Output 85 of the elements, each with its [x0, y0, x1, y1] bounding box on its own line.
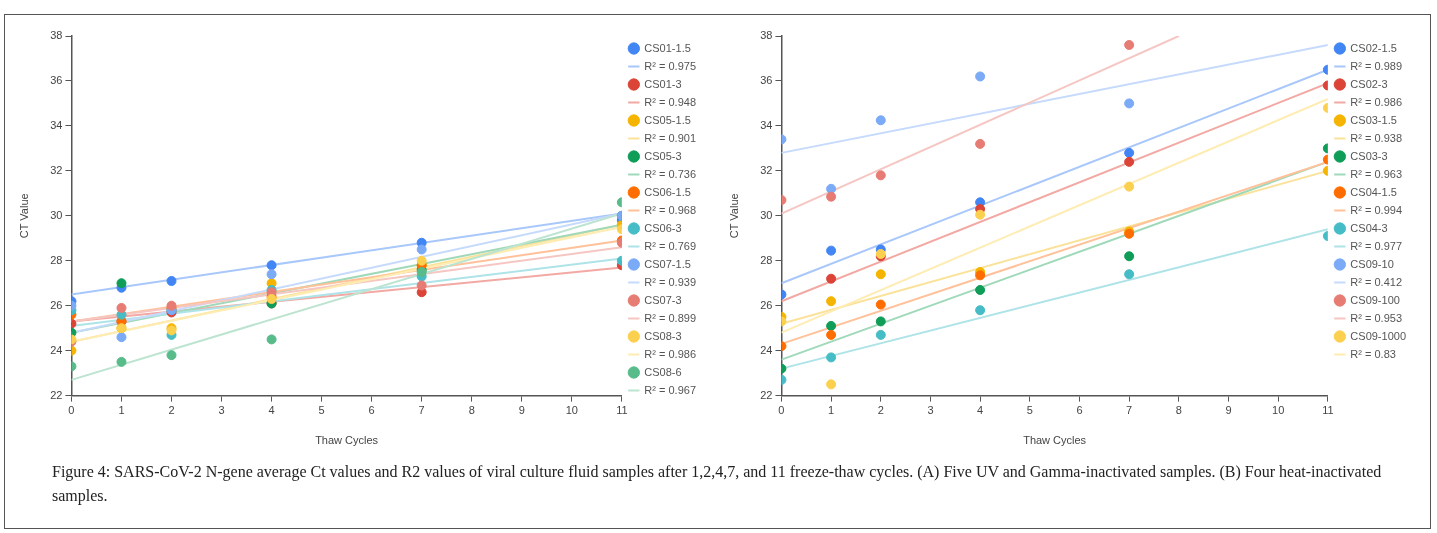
legend-label: R² = 0.977	[1350, 239, 1403, 252]
y-tick-label: 34	[760, 118, 773, 131]
y-tick-label: 32	[760, 163, 773, 176]
y-tick-label: 28	[50, 253, 63, 266]
y-tick-label: 36	[50, 73, 63, 86]
x-tick-label: 1	[828, 404, 835, 417]
x-tick-label: 0	[778, 404, 785, 417]
legend-label: R² = 0.412	[1350, 275, 1403, 288]
legend-label: CS06-1.5	[644, 185, 691, 198]
y-tick-label: 26	[760, 298, 773, 311]
y-tick-label: 22	[50, 388, 63, 401]
x-tick-label: 7	[1126, 404, 1133, 417]
legend-label: R² = 0.967	[644, 383, 696, 396]
legend-label: R² = 0.901	[644, 131, 696, 144]
legend-label: CS01-3	[644, 77, 682, 90]
legend-label: R² = 0.948	[644, 95, 696, 108]
y-tick-label: 24	[50, 343, 63, 356]
x-tick-label: 1	[118, 404, 125, 417]
legend-label: CS04-3	[1350, 221, 1388, 234]
x-tick-label: 6	[368, 404, 375, 417]
y-axis-title: CT Value	[17, 193, 30, 239]
x-tick-label: 10	[1272, 404, 1285, 417]
legend-label: R² = 0.975	[644, 59, 696, 72]
legend-label: R² = 0.953	[1350, 311, 1403, 324]
legend-label: CS02-1.5	[1350, 41, 1397, 54]
legend-label: R² = 0.939	[644, 275, 696, 288]
x-axis-title: Thaw Cycles	[1023, 434, 1087, 447]
legend-label: R² = 0.938	[1350, 131, 1403, 144]
legend-label: R² = 0.769	[644, 239, 696, 252]
legend-label: R² = 0.986	[1350, 95, 1403, 108]
x-tick-label: 11	[1322, 404, 1334, 417]
x-tick-label: 10	[565, 404, 578, 417]
legend-label: CS02-3	[1350, 77, 1388, 90]
legend-label: CS09-1000	[1350, 329, 1407, 342]
y-tick-label: 24	[760, 343, 773, 356]
legend-label: CS09-10	[1350, 257, 1394, 270]
x-tick-label: 4	[268, 404, 275, 417]
legend-label: CS08-3	[644, 329, 682, 342]
x-tick-label: 8	[468, 404, 475, 417]
x-tick-label: 7	[418, 404, 425, 417]
legend-label: CS03-1.5	[1350, 113, 1397, 126]
y-tick-label: 30	[50, 208, 63, 221]
legend-label: CS03-3	[1350, 149, 1388, 162]
legend-label: R² = 0.986	[644, 347, 696, 360]
y-tick-label: 28	[760, 253, 773, 266]
y-tick-label: 38	[50, 29, 63, 42]
y-tick-label: 36	[760, 73, 773, 86]
x-tick-label: 2	[168, 404, 175, 417]
y-tick-label: 30	[760, 208, 773, 221]
x-tick-label: 8	[1175, 404, 1182, 417]
legend-label: R² = 0.83	[1350, 347, 1396, 360]
y-tick-label: 34	[50, 118, 63, 131]
y-tick-label: 32	[50, 163, 63, 176]
y-tick-label: 26	[50, 298, 63, 311]
x-tick-label: 9	[518, 404, 525, 417]
legend-label: R² = 0.994	[1350, 203, 1403, 216]
x-tick-label: 3	[218, 404, 225, 417]
legend-label: R² = 0.736	[644, 167, 696, 180]
x-tick-label: 4	[977, 404, 984, 417]
x-tick-label: 3	[927, 404, 934, 417]
y-tick-label: 38	[760, 29, 773, 42]
legend-label: CS07-1.5	[644, 257, 691, 270]
x-axis-title: Thaw Cycles	[315, 434, 379, 447]
legend-label: CS05-1.5	[644, 113, 691, 126]
legend-label: R² = 0.899	[644, 311, 696, 324]
x-tick-label: 5	[318, 404, 325, 417]
legend-label: CS09-100	[1350, 293, 1400, 306]
legend-label: CS04-1.5	[1350, 185, 1397, 198]
legend-label: R² = 0.963	[1350, 167, 1403, 180]
x-tick-label: 11	[616, 404, 628, 417]
legend-label: R² = 0.968	[644, 203, 696, 216]
legend-label: CS05-3	[644, 149, 682, 162]
legend-label: CS01-1.5	[644, 41, 691, 54]
x-tick-label: 5	[1026, 404, 1033, 417]
legend-label: CS06-3	[644, 221, 682, 234]
legend-label: CS07-3	[644, 293, 682, 306]
x-tick-label: 0	[68, 404, 75, 417]
legend-label: R² = 0.989	[1350, 59, 1403, 72]
y-axis-title: CT Value	[727, 193, 740, 239]
caption: Figure 4: SARS-CoV-2 N-gene average Ct values and R2 values of viral culture fluid samples after 1,2,4,7, and 11 freeze-thaw cycles. (A) Five UV and Gamma-inactivated samples. (B) Four heat-inactivated samples.	[52, 462, 1383, 507]
x-tick-label: 9	[1225, 404, 1232, 417]
legend-label: CS08-6	[644, 365, 682, 378]
x-tick-label: 2	[877, 404, 884, 417]
y-tick-label: 22	[760, 388, 773, 401]
x-tick-label: 6	[1076, 404, 1083, 417]
